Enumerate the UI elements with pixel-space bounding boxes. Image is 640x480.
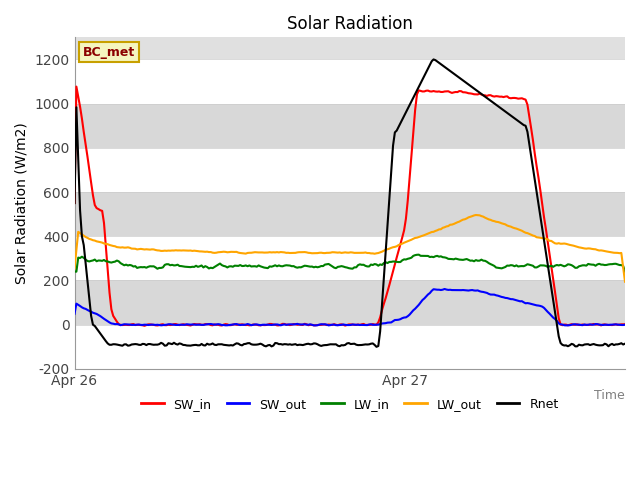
- LW_in: [408, 255, 415, 261]
- Rnet: [372, 344, 380, 350]
- SW_out: [441, 286, 449, 292]
- Bar: [74, 324, 625, 369]
- LW_in: [397, 259, 404, 265]
- LW_in: [621, 269, 629, 275]
- Rnet: [573, 344, 581, 349]
- LW_out: [536, 235, 544, 240]
- Y-axis label: Solar Radiation (W/m2): Solar Radiation (W/m2): [15, 122, 29, 284]
- LW_in: [72, 269, 80, 275]
- LW_out: [472, 212, 480, 218]
- LW_in: [536, 263, 544, 268]
- Line: LW_in: LW_in: [74, 255, 625, 272]
- SW_out: [70, 311, 78, 317]
- Title: Solar Radiation: Solar Radiation: [287, 15, 413, 33]
- Rnet: [70, 200, 78, 206]
- Rnet: [72, 105, 80, 110]
- LW_out: [621, 279, 629, 285]
- Rnet: [621, 341, 629, 347]
- Line: Rnet: Rnet: [74, 60, 625, 347]
- LW_out: [70, 265, 78, 271]
- Rnet: [538, 225, 546, 231]
- Bar: [74, 236, 625, 280]
- Rnet: [398, 117, 406, 122]
- LW_out: [72, 247, 80, 253]
- Line: SW_out: SW_out: [74, 289, 625, 325]
- SW_out: [538, 304, 546, 310]
- Text: BC_met: BC_met: [83, 46, 135, 59]
- SW_in: [573, 322, 581, 327]
- LW_in: [415, 252, 422, 258]
- LW_out: [572, 243, 579, 249]
- SW_out: [398, 315, 406, 321]
- LW_in: [572, 265, 579, 271]
- SW_in: [72, 84, 80, 89]
- LW_out: [397, 241, 404, 247]
- Text: Time: Time: [595, 389, 625, 402]
- SW_out: [72, 301, 80, 307]
- Bar: [74, 192, 625, 236]
- Rnet: [429, 57, 437, 62]
- SW_out: [410, 307, 417, 313]
- Line: LW_out: LW_out: [74, 215, 625, 282]
- SW_in: [141, 323, 148, 329]
- Rnet: [410, 95, 417, 101]
- Bar: [74, 104, 625, 148]
- SW_out: [312, 323, 319, 328]
- Rnet: [400, 113, 408, 119]
- LW_in: [70, 269, 78, 275]
- Bar: [74, 60, 625, 104]
- SW_in: [400, 228, 408, 233]
- SW_in: [538, 201, 546, 207]
- LW_out: [398, 241, 406, 247]
- Bar: [74, 148, 625, 192]
- SW_in: [402, 216, 410, 222]
- LW_in: [398, 257, 406, 263]
- SW_in: [412, 107, 419, 113]
- SW_out: [573, 322, 581, 327]
- Line: SW_in: SW_in: [74, 86, 625, 326]
- Legend: SW_in, SW_out, LW_in, LW_out, Rnet: SW_in, SW_out, LW_in, LW_out, Rnet: [136, 393, 564, 416]
- SW_in: [621, 321, 629, 327]
- SW_in: [74, 94, 82, 100]
- LW_out: [408, 237, 415, 242]
- SW_out: [621, 322, 629, 327]
- SW_out: [400, 315, 408, 321]
- SW_in: [70, 200, 78, 206]
- Bar: [74, 280, 625, 324]
